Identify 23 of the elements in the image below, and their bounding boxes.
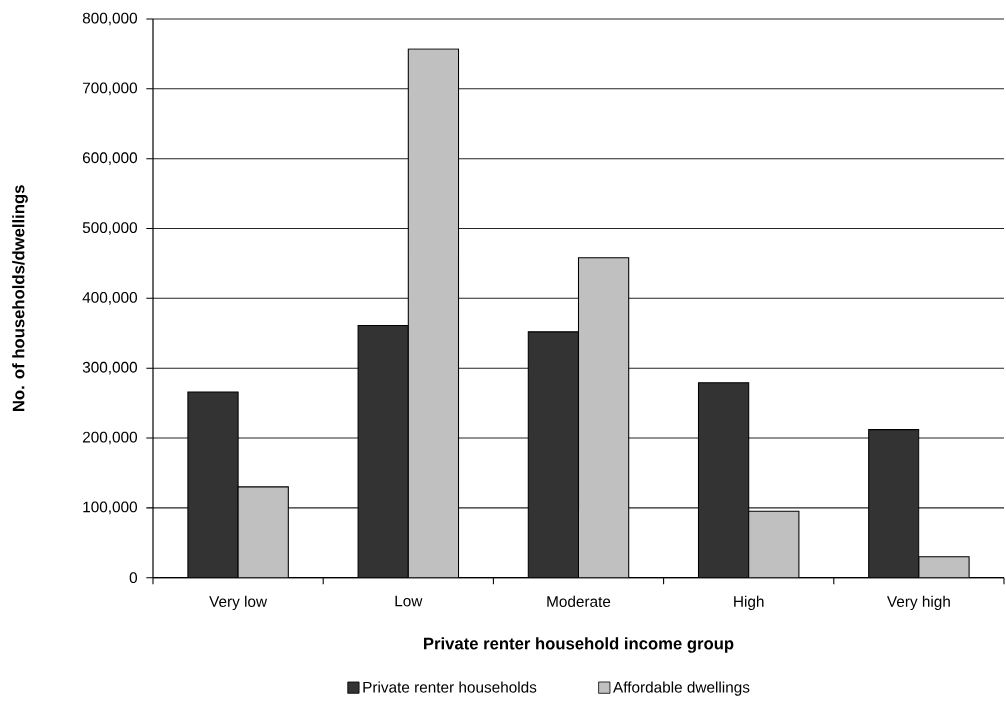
legend-label: Affordable dwellings (613, 681, 750, 696)
x-tick-label: Very low (209, 595, 268, 611)
bar (358, 325, 409, 578)
x-tick-label: Moderate (547, 595, 611, 607)
y-tick-label: 100,000 (83, 501, 138, 515)
y-tick-label: 700,000 (83, 82, 138, 96)
bar (187, 391, 239, 578)
y-tick-label: 500,000 (82, 222, 138, 235)
y-tick-label: 800,000 (82, 12, 138, 26)
y-tick-label: 300,000 (82, 361, 138, 375)
x-tick-label: Low (395, 595, 423, 607)
y-tick-label: 600,000 (82, 152, 138, 166)
y-axis-title: No. of households/dwellings (12, 185, 28, 411)
x-tick-label: High (734, 595, 764, 611)
bar (528, 331, 579, 578)
x-axis-title: Private renter household income group (424, 637, 734, 653)
bar (868, 429, 920, 578)
x-tick-label: Very high (886, 595, 950, 611)
y-tick-label: 200,000 (82, 431, 138, 445)
y-tick-label: 400,000 (82, 292, 138, 305)
y-tick-label: 0 (129, 572, 138, 584)
bar (698, 382, 749, 578)
legend-label: Private renter households (363, 681, 537, 693)
